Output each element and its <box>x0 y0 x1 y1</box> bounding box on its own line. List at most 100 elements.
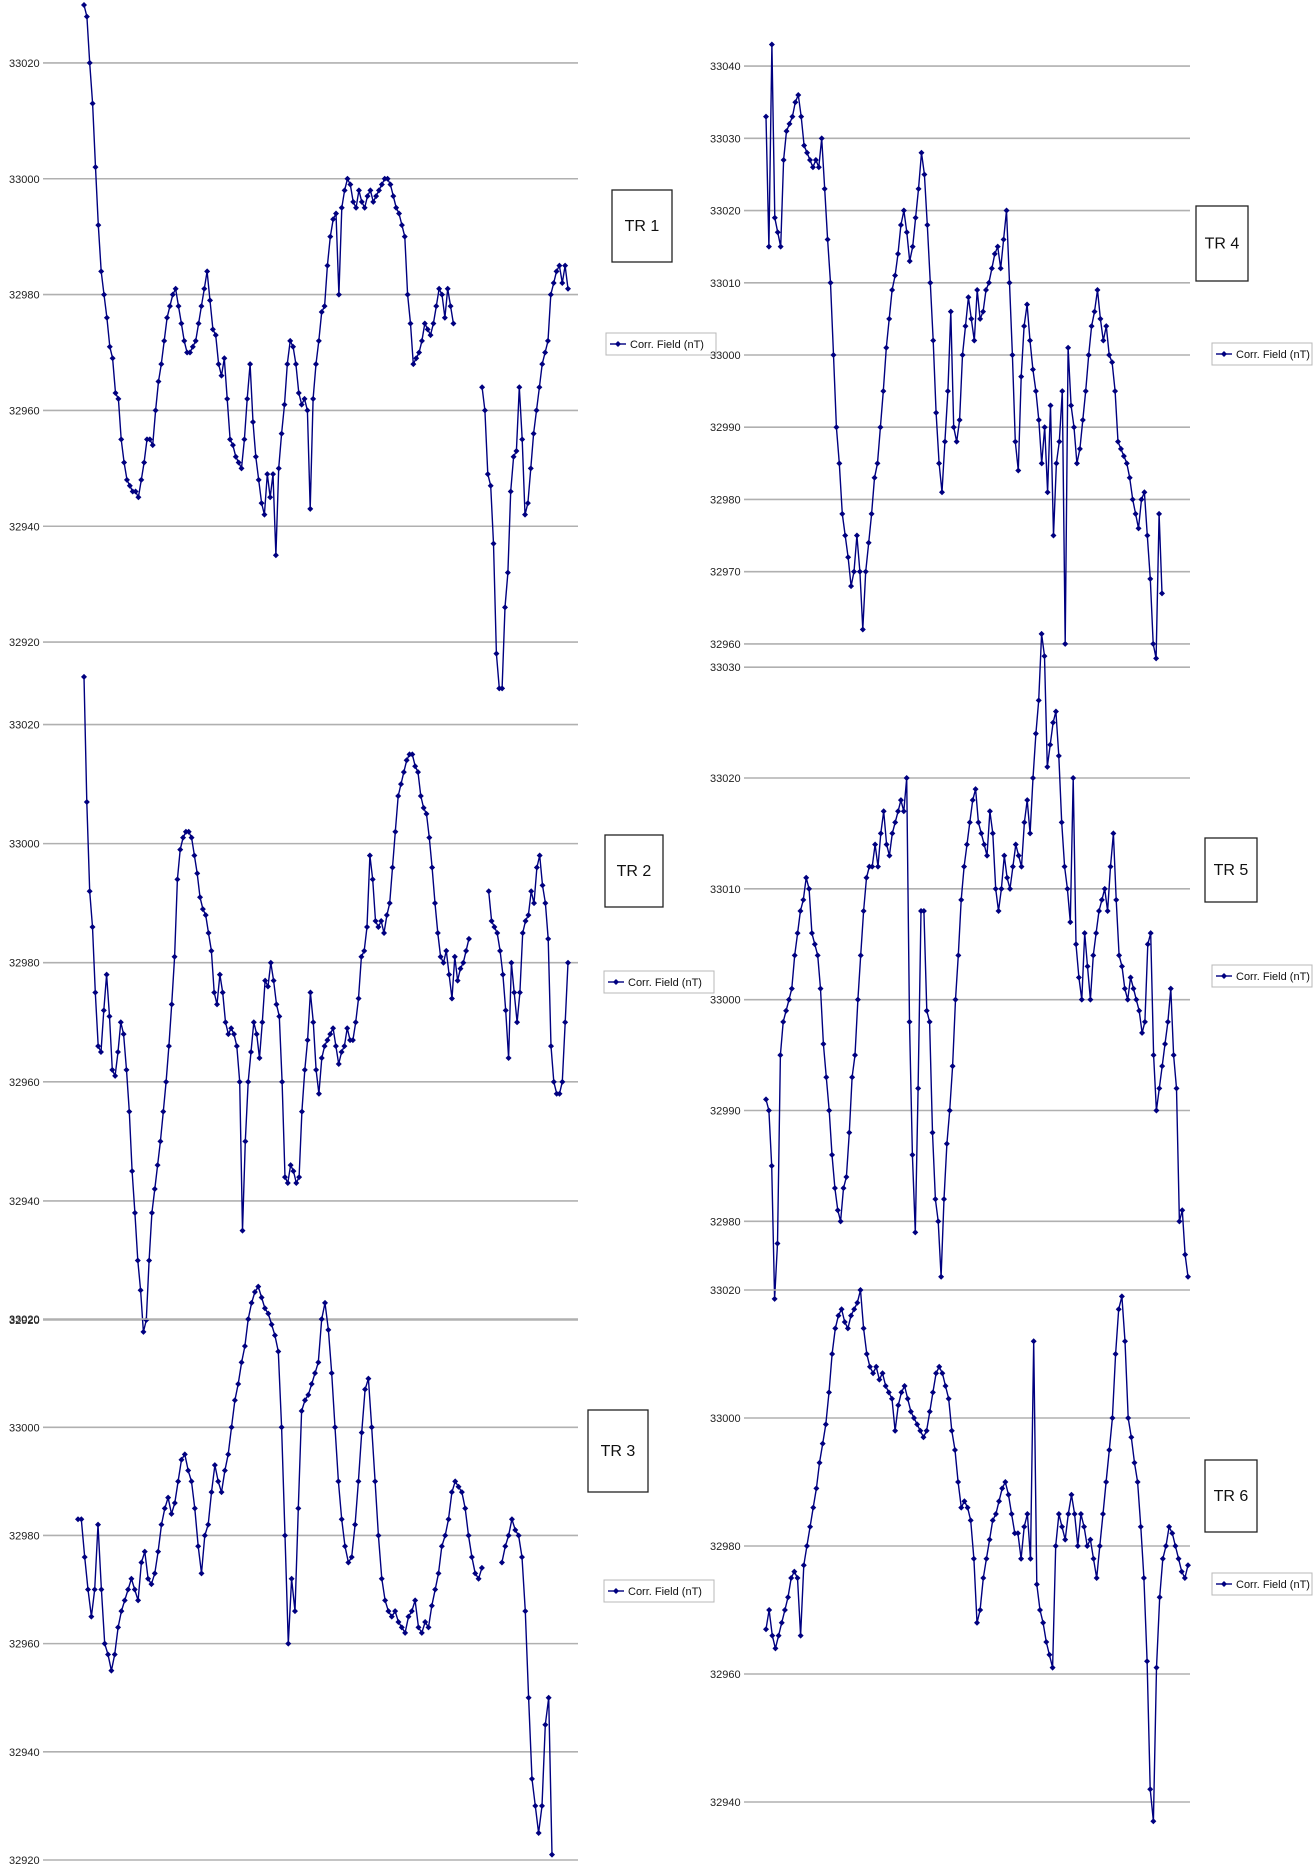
data-point <box>1073 941 1080 948</box>
data-point <box>522 918 529 925</box>
data-point <box>1009 863 1016 870</box>
data-point <box>794 930 801 937</box>
data-point <box>225 1031 232 1038</box>
data-point <box>175 1478 182 1485</box>
data-point <box>262 977 269 984</box>
data-point <box>895 250 901 257</box>
data-point <box>886 315 893 322</box>
data-point <box>236 1078 243 1085</box>
data-point <box>484 471 491 478</box>
data-point <box>848 583 855 590</box>
data-point <box>367 187 374 194</box>
data-point <box>863 874 870 881</box>
data-point <box>287 1162 294 1169</box>
data-point <box>378 1575 385 1582</box>
data-point <box>812 157 819 163</box>
data-point <box>505 1055 512 1061</box>
data-point <box>1167 985 1174 992</box>
data-point <box>502 1543 509 1550</box>
data-point <box>121 1597 128 1604</box>
data-point <box>777 1052 784 1059</box>
data-point <box>101 1640 108 1647</box>
data-point <box>519 436 526 443</box>
data-point <box>138 476 145 483</box>
data-point <box>238 1359 245 1366</box>
data-point <box>465 1532 472 1539</box>
data-point <box>215 1478 222 1485</box>
data-point <box>258 1294 265 1301</box>
data-point <box>171 1500 178 1506</box>
data-point <box>889 830 896 837</box>
data-point <box>549 1851 555 1858</box>
data-point <box>410 361 417 368</box>
data-point <box>909 1151 916 1158</box>
data-point <box>252 453 259 460</box>
data-point <box>490 540 497 547</box>
data-point <box>943 1140 950 1147</box>
data-point <box>251 1289 258 1296</box>
data-point <box>820 1041 827 1047</box>
data-point <box>1097 315 1104 322</box>
data-point <box>129 1168 136 1175</box>
data-point <box>143 1317 150 1323</box>
data-point <box>1011 1530 1018 1537</box>
data-point <box>301 395 308 402</box>
data-point <box>880 388 887 395</box>
data-point <box>1067 919 1074 926</box>
data-point <box>1118 963 1125 970</box>
data-point <box>1052 1543 1059 1549</box>
data-point <box>348 1554 355 1561</box>
data-point <box>95 1043 102 1050</box>
data-point <box>332 1043 339 1050</box>
data-point <box>849 1074 856 1081</box>
data-point <box>1121 985 1128 992</box>
legend-label: Corr. Field (nT) <box>1236 1579 1310 1591</box>
data-point <box>544 337 551 344</box>
data-point <box>1049 1664 1056 1671</box>
data-point <box>1116 952 1123 959</box>
data-point <box>322 1299 329 1306</box>
data-point <box>808 930 815 937</box>
data-point <box>166 303 173 310</box>
data-point <box>1064 885 1071 892</box>
data-point <box>307 989 314 996</box>
data-point <box>969 797 976 804</box>
data-point <box>198 303 205 310</box>
series-line <box>83 676 569 1333</box>
data-point <box>75 1516 81 1523</box>
data-point <box>324 1037 331 1044</box>
data-point <box>195 320 202 327</box>
data-point <box>497 947 504 954</box>
data-point <box>493 650 500 657</box>
data-point <box>355 187 362 194</box>
data-point <box>542 349 549 356</box>
data-point <box>310 395 317 402</box>
data-point <box>395 1619 402 1625</box>
data-point <box>868 510 875 517</box>
data-point <box>974 1619 980 1626</box>
data-point <box>856 568 863 575</box>
data-point <box>1029 775 1036 781</box>
data-point <box>281 1532 288 1539</box>
data-point <box>510 453 517 460</box>
data-point <box>362 1386 369 1393</box>
data-point <box>955 1479 962 1485</box>
data-point <box>1115 1306 1122 1313</box>
data-point <box>151 1570 158 1577</box>
data-point <box>293 1180 300 1187</box>
data-point <box>404 291 411 298</box>
data-point <box>556 1090 563 1097</box>
data-point <box>870 1370 877 1377</box>
data-point <box>1128 1434 1135 1441</box>
data-point <box>889 287 896 293</box>
data-point <box>267 959 274 966</box>
data-point <box>1087 996 1094 1003</box>
data-point <box>1075 974 1082 981</box>
legend-box <box>603 1579 715 1603</box>
data-point <box>1099 1511 1106 1517</box>
data-point <box>983 1555 990 1562</box>
data-point <box>1144 532 1151 539</box>
chart-title-box <box>1204 1459 1258 1533</box>
data-point <box>1087 1536 1094 1543</box>
y-tick-label: 32990 <box>710 422 741 434</box>
